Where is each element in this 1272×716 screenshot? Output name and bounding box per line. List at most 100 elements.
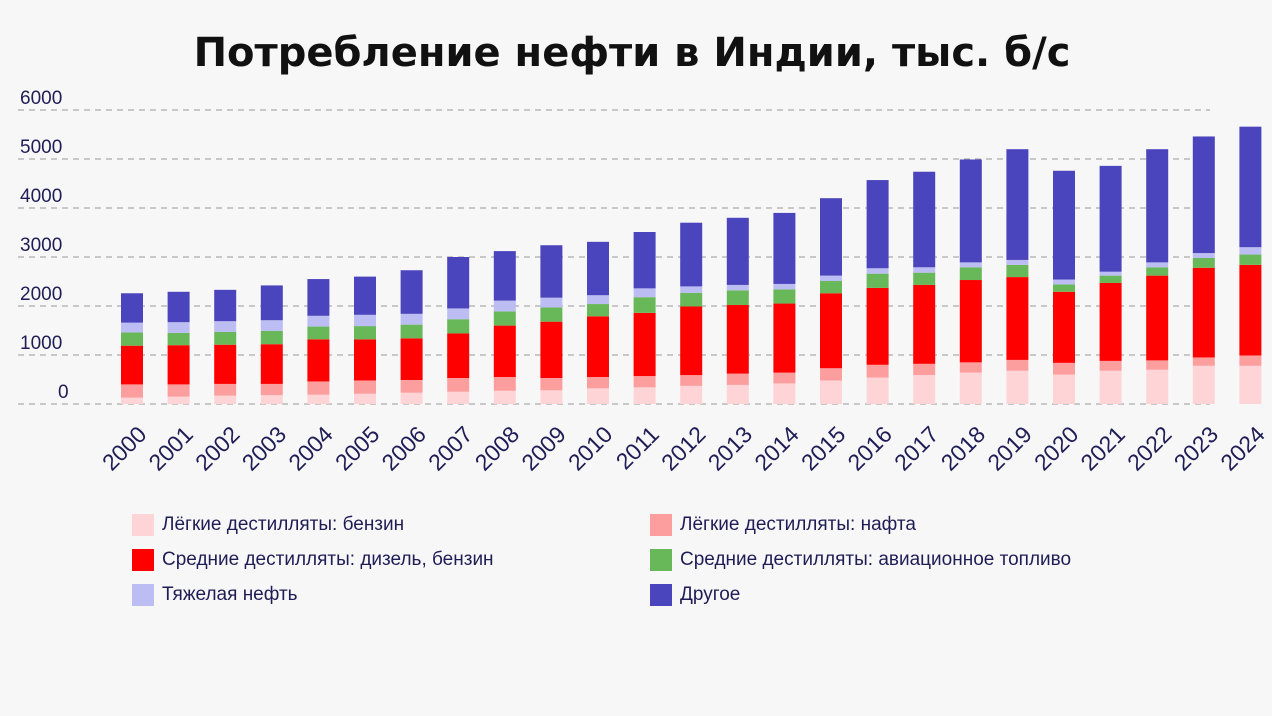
x-tick-label: 2000: [97, 421, 152, 476]
bar-segment: [121, 293, 143, 323]
bar-segment: [493, 390, 516, 404]
bar-segment: [680, 375, 703, 386]
bar-segment: [214, 344, 237, 384]
bar-segment: [447, 378, 470, 392]
bar-segment: [493, 377, 516, 391]
bar-segment: [1146, 262, 1169, 268]
legend-item-other: Другое: [650, 584, 1130, 606]
x-tick-label: 2007: [423, 421, 478, 476]
bar-segment: [587, 241, 609, 296]
legend-label: Тяжелая нефть: [162, 584, 298, 605]
bar-segment: [866, 377, 889, 404]
bar-segment: [1053, 374, 1075, 404]
bar-segment: [1053, 170, 1075, 280]
bar-segment: [540, 321, 563, 379]
bar-segment: [1192, 267, 1215, 358]
bar-segment: [214, 289, 237, 322]
x-tick-label: 2021: [1075, 421, 1130, 476]
x-tick-label: 2002: [190, 421, 245, 476]
bar-segment: [400, 338, 423, 380]
bar-segment: [1146, 275, 1169, 361]
bar-segment: [354, 276, 376, 315]
bar-segment: [540, 378, 563, 391]
bar-segment: [307, 381, 330, 395]
legend-label: Лёгкие дестилляты: бензин: [162, 514, 405, 535]
x-tick-label: 2019: [982, 421, 1037, 476]
bar-segment: [214, 321, 237, 332]
bar-segment: [400, 392, 423, 404]
bar-segment: [307, 326, 330, 340]
legend-swatch: [650, 514, 672, 536]
bar-segment: [1006, 370, 1029, 404]
bar-segment: [633, 232, 656, 289]
legend-item-heavy-oil: Тяжелая нефть: [132, 584, 650, 606]
bar-segment: [1099, 370, 1122, 404]
bar-segment: [540, 297, 563, 308]
bar-segment: [1006, 259, 1029, 265]
x-tick-label: 2001: [143, 421, 198, 476]
legend-swatch: [132, 584, 154, 606]
bar-segment: [587, 304, 609, 317]
x-tick-label: 2009: [516, 421, 571, 476]
x-tick-label: 2023: [1169, 421, 1224, 476]
x-tick-label: 2006: [376, 421, 431, 476]
bar-segment: [913, 171, 936, 268]
bar-segment: [959, 280, 982, 363]
bar-segment: [1053, 284, 1075, 292]
y-tick-label: 3000: [20, 235, 62, 256]
bar-segment: [167, 384, 190, 397]
x-tick-label: 2011: [611, 421, 664, 474]
bar-segment: [680, 222, 703, 287]
bar-segment: [493, 300, 516, 312]
bar-segment: [913, 272, 936, 285]
bar-segment: [1192, 253, 1215, 258]
bar-segment: [260, 320, 283, 331]
bar-segment: [773, 303, 796, 373]
bar-segment: [587, 377, 609, 389]
bar-segment: [773, 283, 796, 290]
bar-segment: [447, 333, 470, 379]
bar-segment: [633, 312, 656, 377]
bar-segment: [540, 245, 563, 298]
bar-segment: [1192, 357, 1215, 366]
bar-segment: [633, 387, 656, 404]
bar-segment: [587, 295, 609, 305]
x-tick-label: 2022: [1122, 421, 1177, 476]
bar-segment: [493, 251, 516, 301]
y-tick-label: 4000: [20, 186, 62, 207]
x-tick-label: 2016: [842, 421, 897, 476]
bar-segment: [1099, 282, 1122, 361]
bar-segment: [121, 397, 143, 404]
x-tick-label: 2015: [796, 421, 851, 476]
legend-label: Средние дестилляты: дизель, бензин: [162, 549, 494, 570]
x-tick-label: 2020: [1029, 421, 1084, 476]
bar-segment: [913, 267, 936, 273]
bar-segment: [1192, 365, 1215, 404]
bar-segment: [587, 316, 609, 378]
chart-title: Потребление нефти в Индии, тыс. б/с: [193, 30, 1071, 76]
bar-segment: [1053, 362, 1075, 375]
legend-label: Лёгкие дестилляты: нафта: [680, 514, 916, 535]
bar-segment: [354, 326, 376, 340]
bar-segment: [1239, 254, 1262, 265]
bar-segment: [913, 363, 936, 376]
bar-segment: [400, 270, 423, 314]
bar-segment: [260, 285, 283, 321]
x-tick-label: 2012: [656, 421, 711, 476]
bar-segment: [400, 379, 423, 393]
bar-segment: [820, 281, 842, 294]
bar-segment: [773, 372, 796, 384]
bar-segment: [680, 292, 703, 307]
bar-segment: [773, 383, 796, 404]
bar-segment: [1006, 359, 1029, 371]
bar-segment: [726, 217, 749, 285]
bar-segment: [354, 314, 376, 327]
x-tick-label: 2003: [237, 421, 292, 476]
x-tick-label: 2017: [889, 421, 944, 476]
bar-segment: [447, 391, 470, 404]
bar-segment: [866, 268, 889, 274]
bar-segment: [820, 275, 842, 282]
bar-segment: [1239, 264, 1262, 356]
x-tick-label: 2010: [563, 421, 618, 476]
